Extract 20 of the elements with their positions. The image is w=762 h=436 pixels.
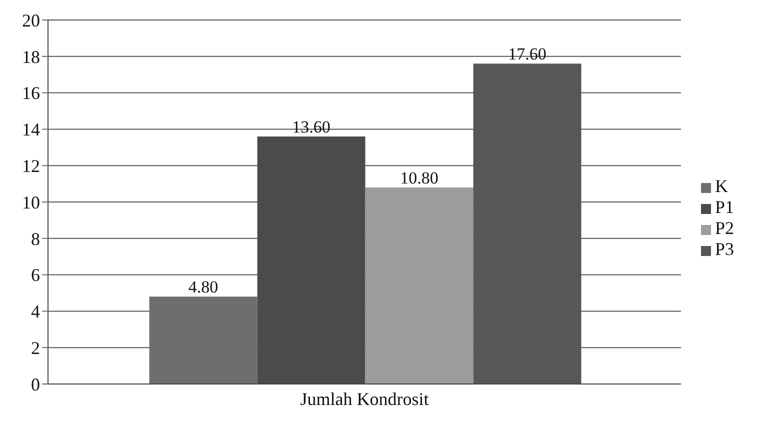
data-label: 10.80 [400, 168, 438, 188]
bar [365, 187, 474, 384]
y-tick-label: 10 [22, 192, 40, 212]
y-tick-label: 12 [22, 156, 40, 176]
bar [149, 296, 258, 384]
y-tick-label: 16 [22, 83, 40, 104]
y-tick-label: 18 [22, 46, 40, 67]
y-tick-label: 6 [31, 265, 40, 286]
y-tick-label: 20 [22, 10, 40, 30]
legend-label: K [714, 176, 728, 196]
y-tick-label: 14 [22, 120, 40, 140]
legend-label: P3 [714, 239, 734, 259]
y-tick-label: 4 [31, 302, 40, 322]
y-tick-label: 2 [31, 338, 40, 358]
legend-label: P2 [714, 218, 734, 238]
y-tick-label: 8 [31, 228, 40, 249]
x-tick-label: Jumlah Kondrosit [300, 388, 429, 409]
data-label: 4.80 [188, 278, 218, 297]
legend-label: P1 [714, 197, 734, 217]
y-tick-label: 0 [31, 374, 40, 394]
